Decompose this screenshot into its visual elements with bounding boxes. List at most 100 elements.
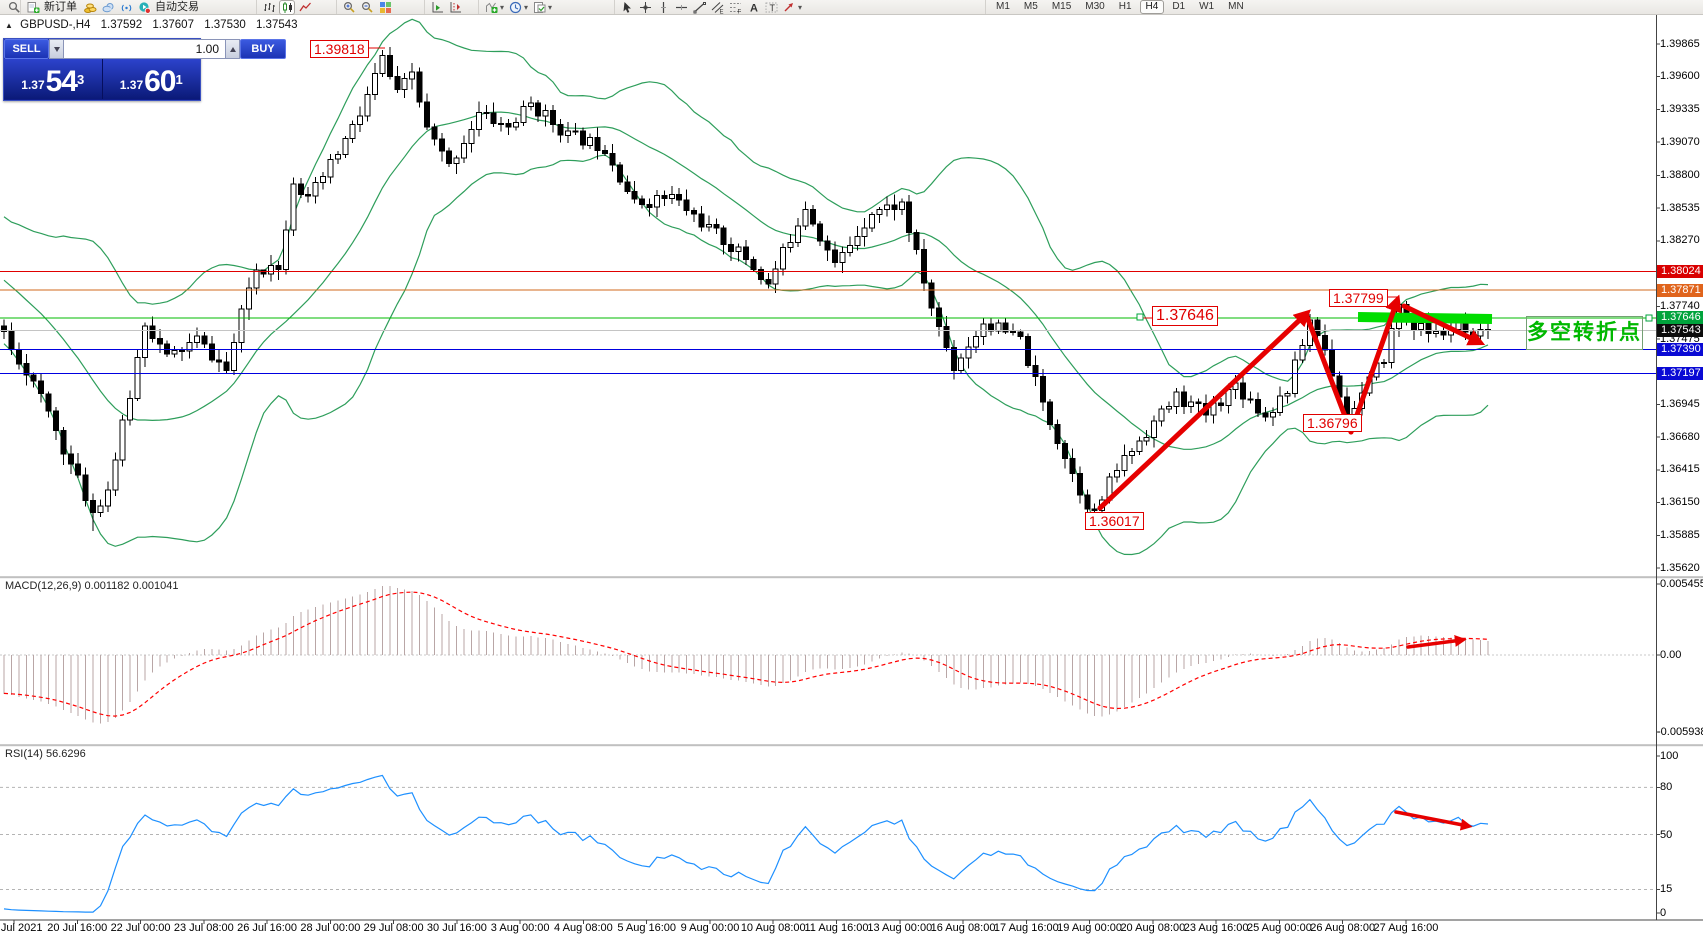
timeframe-button-w1[interactable]: W1 — [1199, 1, 1215, 12]
symbol-period: GBPUSD-,H4 — [20, 19, 91, 31]
price-axis-badge: 1.37543 — [1657, 324, 1703, 338]
indicators-button[interactable] — [484, 1, 498, 14]
chevron-down-icon[interactable]: ▾ — [798, 2, 803, 12]
rsi-axis-tick: 80 — [1660, 781, 1673, 794]
timeframe-toolbar: M1 M5 M15 M30 H1 H4 D1 W1 MN — [985, 0, 1249, 14]
signals-icon[interactable] — [119, 1, 133, 14]
cursor-button[interactable] — [620, 1, 634, 14]
ohlc-open: 1.37592 — [100, 19, 143, 31]
timeframe-button-m30[interactable]: M30 — [1085, 1, 1105, 12]
collapse-icon[interactable]: ▲ — [5, 21, 13, 30]
timeframe-button-h1[interactable]: H1 — [1118, 1, 1132, 12]
time-axis-label: 20 Jul 16:00 — [47, 922, 108, 934]
price-annotation-label[interactable]: 1.37646 — [1152, 306, 1218, 327]
price-annotation-label[interactable]: 1.39818 — [310, 40, 369, 59]
bar-chart-button[interactable] — [262, 1, 276, 14]
fibonacci-button[interactable]: F — [728, 1, 742, 14]
price-axis-tick: 1.38535 — [1660, 201, 1700, 214]
price-axis-badge: 1.37390 — [1657, 343, 1703, 357]
chevron-down-icon[interactable]: ▾ — [500, 2, 505, 12]
time-axis-label: 5 Aug 16:00 — [617, 922, 677, 934]
time-axis-label: 28 Jul 00:00 — [300, 922, 361, 934]
buy-button[interactable]: BUY — [240, 39, 286, 59]
market-cloud-icon[interactable] — [101, 1, 115, 14]
price-annotation-label[interactable]: 1.37799 — [1329, 289, 1388, 308]
toolbar-group — [2, 0, 21, 14]
timeframe-button-m5[interactable]: M5 — [1023, 1, 1038, 12]
rsi-indicator — [0, 774, 1656, 913]
rsi-axis-tick: 100 — [1660, 750, 1679, 762]
zoom-out-button[interactable] — [360, 1, 374, 14]
volume-decrease-button[interactable] — [49, 39, 64, 59]
price-axis-tick: 1.35885 — [1660, 528, 1700, 541]
timeframe-button-d1[interactable]: D1 — [1172, 1, 1186, 12]
volume-input[interactable] — [64, 39, 225, 59]
timeframe-button-mn[interactable]: MN — [1228, 1, 1244, 12]
time-axis-label: 25 Aug 00:00 — [1246, 922, 1312, 934]
price-annotation-label[interactable]: 1.36796 — [1303, 414, 1362, 433]
svg-text:E: E — [719, 9, 723, 14]
candlestick-chart-button[interactable] — [279, 0, 295, 15]
chevron-down-icon[interactable]: ▾ — [548, 2, 553, 12]
templates-button[interactable] — [532, 1, 546, 14]
crosshair-button[interactable] — [638, 1, 652, 14]
time-axis-label: 17 Aug 16:00 — [993, 922, 1059, 934]
horizontal-level-lines[interactable] — [0, 270, 1656, 374]
time-axis-label: 22 Jul 00:00 — [110, 922, 171, 934]
time-axis-label: 16 Aug 08:00 — [930, 922, 996, 934]
chevron-down-icon[interactable]: ▾ — [524, 2, 529, 12]
arrows-button[interactable] — [782, 1, 796, 14]
time-axis-label: 4 Aug 08:00 — [554, 922, 613, 934]
timeframe-button-m1[interactable]: M1 — [996, 1, 1010, 12]
buy-price-prefix: 1.37 — [119, 78, 144, 92]
trend-arrows-and-objects[interactable] — [368, 47, 1653, 831]
price-annotation-label[interactable]: 1.36017 — [1085, 512, 1144, 531]
price-axis-badge: 1.38024 — [1657, 264, 1703, 278]
time-axis-label: 10 Aug 08:00 — [740, 922, 806, 934]
time-axis-label: 11 Aug 16:00 — [804, 922, 869, 934]
autotrading-button[interactable] — [137, 1, 151, 14]
zoom-in-button[interactable] — [342, 1, 356, 14]
line-chart-button[interactable] — [298, 1, 312, 14]
time-axis-label: 23 Jul 08:00 — [173, 922, 234, 934]
price-axis-tick: 1.38270 — [1660, 234, 1700, 247]
sell-price-button[interactable]: 1.37 54 3 — [4, 59, 103, 99]
buy-price-button[interactable]: 1.37 60 1 — [102, 59, 200, 99]
toolbar-group: ▾ ▾ ▾ — [478, 0, 552, 14]
chart-shift-button[interactable] — [448, 1, 462, 14]
gold-icon[interactable] — [83, 1, 97, 14]
time-axis-label: 23 Aug 16:00 — [1183, 922, 1249, 934]
volume-increase-button[interactable] — [225, 39, 240, 59]
vertical-line-button[interactable] — [656, 1, 670, 14]
new-order-button-label[interactable]: 新订单 — [44, 0, 77, 13]
macd-label: MACD(12,26,9) 0.001182 0.001041 — [5, 580, 179, 592]
autoscroll-button[interactable] — [430, 1, 444, 14]
text-label-button[interactable]: T — [764, 1, 778, 14]
time-axis-label: 26 Aug 08:00 — [1310, 922, 1376, 934]
tile-windows-button[interactable] — [378, 1, 392, 14]
periods-button[interactable] — [508, 1, 522, 14]
sell-price-sup: 3 — [77, 72, 85, 87]
text-button[interactable]: A — [746, 1, 760, 14]
autotrading-button-label[interactable]: 自动交易 — [155, 0, 199, 13]
volume-control — [49, 39, 240, 59]
timeframe-button-h4[interactable]: H4 — [1139, 0, 1165, 14]
trendline-button[interactable] — [692, 1, 706, 14]
price-axis-tick: 1.37740 — [1660, 299, 1700, 312]
sell-button[interactable]: SELL — [4, 39, 49, 59]
horizontal-line-button[interactable] — [674, 1, 688, 14]
price-axis-tick: 1.38800 — [1660, 168, 1700, 181]
channel-button[interactable]: E — [710, 1, 724, 14]
rsi-label: RSI(14) 56.6296 — [5, 748, 86, 760]
svg-text:F: F — [737, 9, 741, 14]
magnifier-icon[interactable] — [7, 1, 21, 14]
timeframe-button-m15[interactable]: M15 — [1051, 1, 1072, 12]
pivot-text-label[interactable]: 多空转折点 — [1526, 316, 1643, 350]
svg-text:T: T — [769, 3, 775, 13]
time-axis-label: 20 Aug 08:00 — [1120, 922, 1186, 934]
new-order-button[interactable] — [26, 1, 40, 14]
toolbar-group — [424, 0, 462, 14]
svg-text:A: A — [750, 2, 758, 14]
